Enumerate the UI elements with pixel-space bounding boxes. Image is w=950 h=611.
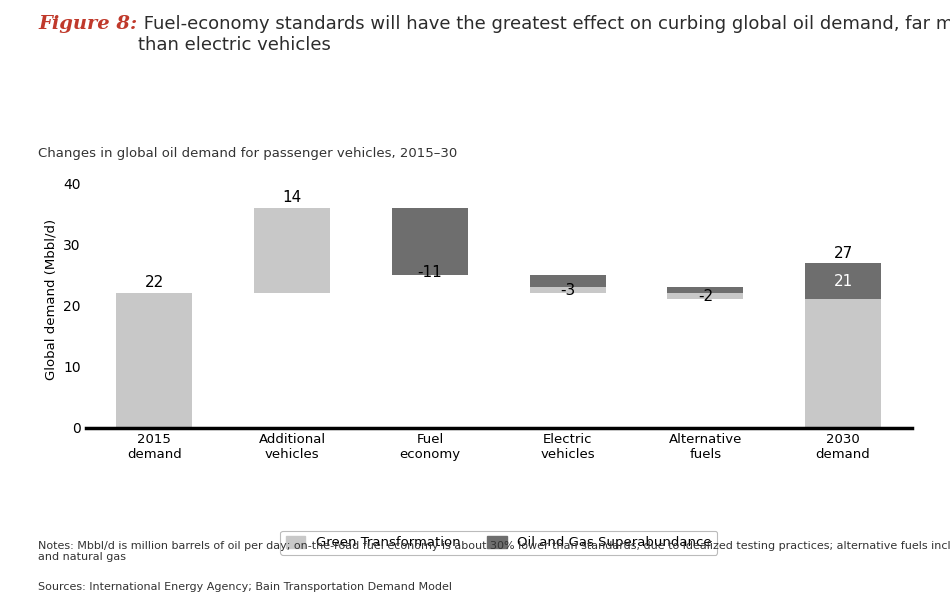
Bar [806,299,881,428]
Bar [530,275,605,287]
Bar [392,208,467,275]
Text: 27: 27 [833,246,853,261]
Text: 21: 21 [833,274,853,288]
Text: Notes: Mbbl/d is million barrels of oil per day; on-the-road fuel economy is abo: Notes: Mbbl/d is million barrels of oil … [38,541,950,562]
Text: 14: 14 [282,189,302,205]
Bar [117,293,192,428]
Bar [530,287,605,293]
Text: -3: -3 [560,282,576,298]
Text: -11: -11 [417,265,443,280]
Text: 22: 22 [144,275,164,290]
Y-axis label: Global demand (Mbbl/d): Global demand (Mbbl/d) [45,219,57,380]
Legend: Green Transformation, Oil and Gas Superabundance: Green Transformation, Oil and Gas Supera… [280,530,717,555]
Text: Figure 8:: Figure 8: [38,15,137,33]
Text: Sources: International Energy Agency; Bain Transportation Demand Model: Sources: International Energy Agency; Ba… [38,582,452,591]
Text: -2: -2 [698,288,712,304]
Bar [255,208,330,293]
Bar [806,263,881,299]
Text: Fuel-economy standards will have the greatest effect on curbing global oil deman: Fuel-economy standards will have the gre… [138,15,950,54]
Bar [392,208,467,251]
Bar [668,287,743,293]
Bar [668,293,743,299]
Text: Changes in global oil demand for passenger vehicles, 2015–30: Changes in global oil demand for passeng… [38,147,457,159]
